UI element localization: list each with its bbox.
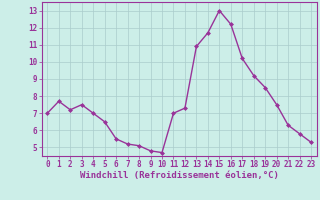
X-axis label: Windchill (Refroidissement éolien,°C): Windchill (Refroidissement éolien,°C)	[80, 171, 279, 180]
